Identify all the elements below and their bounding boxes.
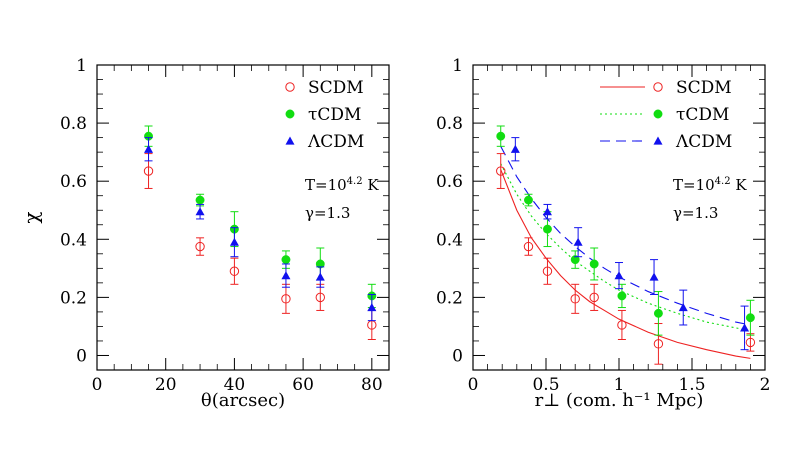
x-tick-label: 80 (361, 375, 383, 395)
y-tick-label: 0.4 (436, 230, 463, 250)
legend-marker (285, 82, 295, 92)
chart-panel-2: 0 0.2 0.4 0.6 0.8 1 0 0.5 1 1.5 2 r⊥ (com. h⁻¹ Mpc)… (436, 56, 770, 411)
x-tick-label: 0 (92, 375, 103, 395)
data-point (653, 308, 663, 318)
legend-label: τCDM (676, 105, 729, 125)
data-point (570, 294, 580, 304)
legend-label: SCDM (676, 78, 732, 98)
annotation-temperature-exponent: 4.2 (347, 176, 363, 187)
annotation-gamma: γ=1.3 (673, 204, 718, 222)
legend-marker (285, 136, 295, 145)
fit-curve (500, 169, 751, 359)
data-point (144, 144, 154, 153)
data-point (510, 144, 520, 153)
data-point (195, 207, 205, 216)
y-tick-label: 0.4 (60, 230, 87, 250)
data-point (542, 266, 553, 276)
x-tick-label: 1.5 (678, 375, 705, 395)
data-point (745, 313, 755, 323)
data-point (229, 237, 239, 246)
data-point (542, 207, 552, 216)
data-point (195, 195, 205, 205)
y-tick-label: 0 (76, 346, 87, 366)
x-tick-label: 0 (468, 375, 479, 395)
x-axis-label: θ(arcsec) (201, 390, 285, 411)
data-point (570, 255, 580, 265)
y-tick-label: 0.6 (436, 172, 463, 192)
data-point (229, 266, 240, 276)
data-point (315, 272, 325, 281)
x-axis-label: r⊥ (com. h⁻¹ Mpc) (535, 390, 704, 411)
annotation-gamma: γ=1.3 (305, 204, 350, 222)
legend-label: SCDM (308, 78, 364, 98)
legend-marker (653, 82, 663, 92)
chart-panel-1: 0 0.2 0.4 0.6 0.8 1 0 20 40 60 80 θ(arcsec) χ SCDM τCD… (19, 56, 390, 411)
y-tick-label: 0 (452, 346, 463, 366)
data-point (573, 237, 583, 246)
data-point (367, 303, 377, 312)
annotation-temperature-unit: K (731, 176, 748, 194)
data-point (589, 292, 599, 303)
x-tick-label: 20 (155, 375, 177, 395)
data-point (617, 320, 627, 330)
y-tick-label: 1 (76, 56, 87, 76)
data-point (614, 271, 624, 280)
x-tick-label: 0.5 (532, 375, 559, 395)
data-point (281, 294, 291, 304)
data-point (649, 272, 659, 281)
data-point (143, 166, 154, 176)
annotation-temperature-base: T=10 (673, 176, 715, 194)
annotation-temperature: T=104.2 K (305, 176, 379, 194)
data-point (195, 241, 205, 252)
data-point (740, 323, 750, 332)
data-point (589, 259, 599, 269)
data-point (281, 271, 291, 280)
legend-label: ΛCDM (675, 132, 732, 152)
y-tick-label: 0.6 (60, 172, 87, 192)
data-point (523, 241, 534, 252)
y-tick-label: 0.2 (60, 288, 87, 308)
data-point (745, 337, 756, 348)
fit-curve (500, 163, 751, 332)
data-point (653, 339, 664, 349)
legend-marker (285, 109, 295, 119)
annotation-temperature-base: T=10 (305, 176, 347, 194)
y-tick-label: 1 (452, 56, 463, 76)
data-point (678, 303, 688, 312)
y-tick-label: 0.2 (436, 288, 463, 308)
legend-label: τCDM (308, 105, 361, 125)
y-tick-label: 0.8 (60, 114, 87, 134)
annotation-temperature-unit: K (363, 176, 380, 194)
data-point (281, 255, 291, 265)
data-point (524, 195, 533, 205)
data-point (496, 131, 506, 141)
annotation-temperature: T=104.2 K (673, 176, 747, 194)
y-axis-label: χ (19, 211, 43, 223)
legend-marker (653, 136, 663, 145)
legend-label: ΛCDM (307, 132, 364, 152)
y-tick-label: 0.8 (436, 114, 463, 134)
x-tick-label: 2 (760, 375, 771, 395)
x-tick-label: 40 (224, 375, 246, 395)
data-point (617, 291, 627, 301)
data-point (315, 292, 325, 303)
data-point (496, 166, 506, 176)
legend-marker (653, 109, 663, 119)
x-tick-label: 1 (614, 375, 625, 395)
data-point (543, 224, 552, 234)
plot-frame (96, 64, 390, 371)
annotation-temperature-exponent: 4.2 (715, 176, 731, 187)
x-tick-label: 60 (292, 375, 314, 395)
